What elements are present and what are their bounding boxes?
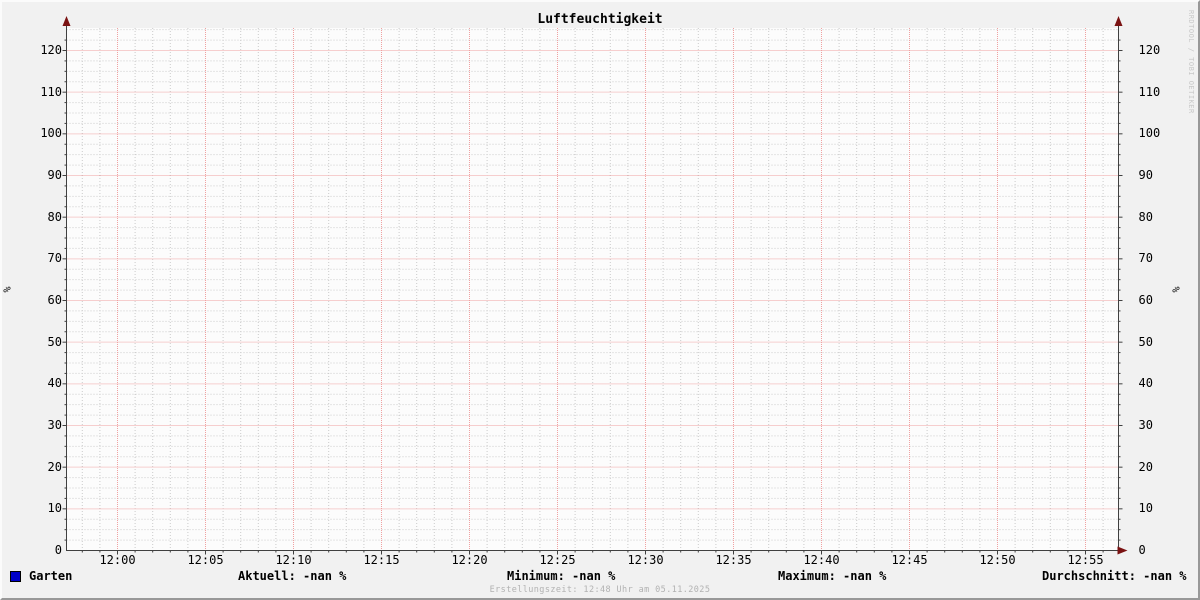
x-tick-label: 12:45 <box>891 553 928 567</box>
y-tick-label-left: 90 <box>47 168 62 182</box>
y-tick-label-right: 10 <box>1138 501 1153 516</box>
axis-arrows <box>62 16 1128 555</box>
y-tick-label-right: 0 <box>1138 543 1146 557</box>
y-tick-label-right: 120 <box>1138 43 1161 57</box>
chart-title: Luftfeuchtigkeit <box>537 12 663 27</box>
creation-timestamp: Erstellungszeit: 12:48 Uhr am 05.11.2025 <box>489 585 711 595</box>
y-tick-label-left: 50 <box>47 334 62 349</box>
x-tick-label: 12:25 <box>539 553 576 567</box>
x-tick-label: 12:35 <box>715 553 752 567</box>
y-tick-label-left: 40 <box>47 376 62 391</box>
y-tick-label-right: 100 <box>1138 126 1161 141</box>
x-tick-label: 12:15 <box>363 553 400 567</box>
x-tick-label: 12:00 <box>99 553 136 567</box>
y-tick-label-left: 120 <box>40 43 62 57</box>
y-tick-label-right: 70 <box>1138 251 1153 266</box>
x-tick-label: 12:55 <box>1067 553 1104 567</box>
rrdtool-watermark: RRDTOOL / TOBI OETIKER <box>1187 10 1195 114</box>
y-tick-label-left: 70 <box>47 251 62 266</box>
legend-row: Garten Aktuell: -nan % Minimum: -nan % M… <box>2 569 1198 583</box>
stat-aktuell: Aktuell: -nan % <box>238 569 347 583</box>
y-axis-unit-left: % <box>2 286 14 293</box>
y-tick-label-right: 20 <box>1138 459 1153 474</box>
x-tick-label: 12:20 <box>451 553 488 567</box>
x-tick-label: 12:10 <box>275 553 312 567</box>
stat-minimum: Minimum: -nan % <box>507 569 616 583</box>
y-tick-label-left: 0 <box>54 543 62 557</box>
y-tick-label-right: 60 <box>1138 293 1153 307</box>
x-tick-label: 12:30 <box>627 553 664 567</box>
y-tick-label-right: 40 <box>1138 376 1153 391</box>
y-tick-label-left: 60 <box>47 293 62 307</box>
y-tick-label-left: 110 <box>40 84 62 99</box>
y-tick-label-right: 90 <box>1138 168 1153 182</box>
x-tick-label: 12:05 <box>187 553 224 567</box>
axes <box>66 24 1122 551</box>
major-grid <box>66 28 1119 551</box>
y-tick-label-right: 80 <box>1138 209 1153 224</box>
stat-durchschnitt: Durchschnitt: -nan % <box>1042 569 1187 583</box>
y-tick-label-left: 10 <box>47 501 62 516</box>
stat-maximum: Maximum: -nan % <box>778 569 887 583</box>
y-tick-label-left: 80 <box>47 209 62 224</box>
y-tick-label-right: 30 <box>1138 418 1153 432</box>
x-tick-label: 12:40 <box>803 553 840 567</box>
y-axis-unit-right: % <box>1171 286 1183 293</box>
x-tick-label: 12:50 <box>979 553 1016 567</box>
y-tick-label-right: 110 <box>1138 84 1161 99</box>
y-tick-label-right: 50 <box>1138 334 1153 349</box>
y-tick-label-left: 100 <box>40 126 62 141</box>
y-tick-label-left: 30 <box>47 418 62 432</box>
minor-grid <box>66 28 1119 551</box>
series-color-swatch <box>10 571 21 582</box>
y-tick-label-left: 20 <box>47 459 62 474</box>
series-label: Garten <box>29 569 73 583</box>
